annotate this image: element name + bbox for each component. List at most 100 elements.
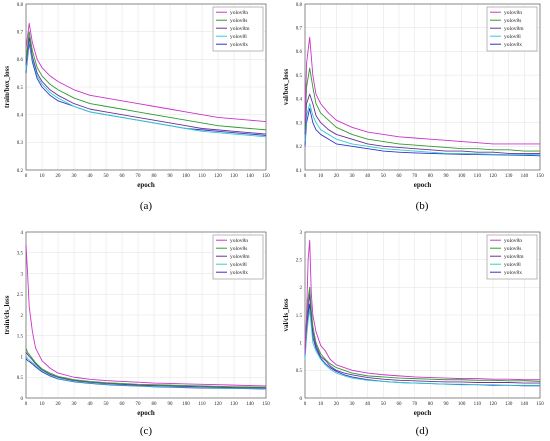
legend-label-yolov8s: yolov8s — [504, 18, 521, 24]
y-tick-label: 0.7 — [17, 30, 24, 35]
series-line-yolov8s — [25, 31, 267, 131]
y-tick-label: 2 — [300, 286, 303, 291]
legend-label-yolov8m: yolov8m — [504, 26, 524, 32]
y-tick-label: 1 — [21, 355, 24, 360]
series-line-yolov8m — [25, 352, 267, 389]
x-tick-label: 20 — [56, 402, 62, 407]
y-tick-label: 0.5 — [17, 376, 24, 381]
y-tick-label: 0.2 — [17, 169, 24, 174]
x-tick-label: 110 — [198, 402, 206, 407]
x-tick-label: 130 — [230, 174, 238, 179]
x-tick-label: 100 — [182, 402, 190, 407]
x-tick-label: 30 — [350, 174, 356, 179]
x-tick-label: 20 — [334, 402, 340, 407]
x-tick-label: 90 — [168, 402, 174, 407]
x-axis-title: epoch — [137, 409, 155, 417]
legend-label-yolov8l: yolov8l — [504, 262, 521, 268]
x-tick-label: 140 — [521, 174, 529, 179]
axes-frame — [304, 231, 541, 399]
series-line-yolov8n — [25, 244, 267, 387]
x-tick-label: 80 — [152, 174, 158, 179]
y-tick-label: 0.6 — [17, 58, 24, 63]
legend-label-yolov8l: yolov8l — [504, 34, 521, 40]
chart-panel-1: 0 10 20 30 40 50 60 70 80 90 100 110 120 130 140 150 0.2… — [3, 3, 270, 212]
y-tick-label: 0.8 — [296, 3, 303, 8]
x-tick-label: 70 — [136, 402, 142, 407]
x-tick-label: 60 — [397, 402, 403, 407]
y-axis-title: val/cls_loss — [282, 298, 290, 331]
y-tick-label: 0.4 — [17, 113, 24, 118]
y-axis-title: val/box_loss — [282, 69, 290, 105]
axes-frame — [304, 3, 541, 171]
y-tick-label: 0.7 — [296, 27, 303, 32]
y-tick-label: 0.5 — [296, 369, 303, 374]
x-tick-label: 100 — [458, 402, 466, 407]
series-line-yolov8l — [304, 309, 540, 386]
y-tick-label: 0.3 — [296, 121, 303, 126]
y-tick-label: 0 — [300, 397, 303, 402]
legend-label-yolov8m: yolov8m — [230, 254, 250, 260]
x-tick-label: 140 — [246, 174, 254, 179]
legend-label-yolov8l: yolov8l — [230, 34, 247, 40]
x-tick-label: 120 — [489, 174, 497, 179]
x-tick-label: 50 — [381, 402, 387, 407]
x-tick-label: 40 — [88, 402, 94, 407]
y-tick-label: 2 — [21, 314, 24, 319]
legend: yolov8n yolov8s yolov8m yolov8l yolov8x — [212, 234, 264, 280]
y-tick-label: 0 — [21, 397, 24, 402]
legend-label-yolov8n: yolov8n — [504, 238, 522, 244]
x-tick-label: 0 — [25, 402, 28, 407]
x-tick-label: 110 — [474, 402, 482, 407]
legend-label-yolov8n: yolov8n — [504, 10, 522, 16]
x-tick-label: 140 — [521, 402, 529, 407]
chart-panel-4: 0 10 20 30 40 50 60 70 80 90 100 110 120 130 140 150 0 0.… — [282, 231, 544, 437]
x-tick-label: 0 — [25, 174, 28, 179]
y-tick-label: 0.6 — [296, 50, 303, 55]
series-line-yolov8s — [304, 286, 541, 382]
x-tick-label: 110 — [198, 174, 206, 179]
panel-label: (b) — [416, 200, 429, 212]
y-tick-label: 1.5 — [296, 314, 303, 319]
x-tick-label: 70 — [412, 402, 418, 407]
series-line-yolov8l — [25, 356, 267, 390]
x-tick-label: 0 — [304, 174, 307, 179]
legend-label-yolov8s: yolov8s — [230, 246, 247, 252]
y-tick-label: 0.5 — [17, 86, 24, 91]
series-line-yolov8l — [25, 39, 267, 138]
series-line-yolov8m — [304, 292, 540, 384]
legend-label-yolov8s: yolov8s — [230, 18, 247, 24]
legend-label-yolov8x: yolov8x — [230, 42, 248, 48]
legend-label-yolov8m: yolov8m — [504, 254, 524, 260]
series-line-yolov8n — [25, 22, 267, 123]
x-tick-label: 130 — [505, 174, 513, 179]
x-tick-label: 70 — [412, 174, 418, 179]
x-tick-label: 20 — [56, 174, 62, 179]
y-tick-label: 0.4 — [296, 98, 303, 103]
legend-box — [486, 234, 538, 280]
x-tick-label: 90 — [168, 174, 174, 179]
legend-label-yolov8n: yolov8n — [230, 10, 248, 16]
series-line-yolov8l — [304, 103, 540, 156]
series-line-yolov8x — [304, 107, 541, 157]
x-tick-label: 130 — [230, 402, 238, 407]
legend-label-yolov8s: yolov8s — [504, 246, 521, 252]
series-group — [304, 239, 541, 387]
x-tick-label: 50 — [381, 174, 387, 179]
legend-label-yolov8x: yolov8x — [504, 42, 522, 48]
y-tick-label: 1.5 — [17, 335, 24, 340]
x-tick-label: 60 — [120, 402, 126, 407]
x-tick-label: 80 — [152, 402, 158, 407]
series-line-yolov8n — [304, 36, 540, 145]
x-tick-label: 120 — [214, 174, 222, 179]
x-tick-label: 0 — [304, 402, 307, 407]
x-tick-label: 60 — [120, 174, 126, 179]
series-line-yolov8m — [25, 36, 267, 135]
legend-label-yolov8l: yolov8l — [230, 262, 247, 268]
x-tick-label: 150 — [536, 174, 544, 179]
series-line-yolov8n — [304, 239, 540, 381]
x-tick-label: 50 — [104, 402, 110, 407]
x-tick-label: 10 — [40, 174, 46, 179]
y-tick-label: 0.5 — [296, 74, 303, 79]
x-tick-label: 80 — [428, 402, 434, 407]
x-axis-title: epoch — [414, 181, 432, 189]
